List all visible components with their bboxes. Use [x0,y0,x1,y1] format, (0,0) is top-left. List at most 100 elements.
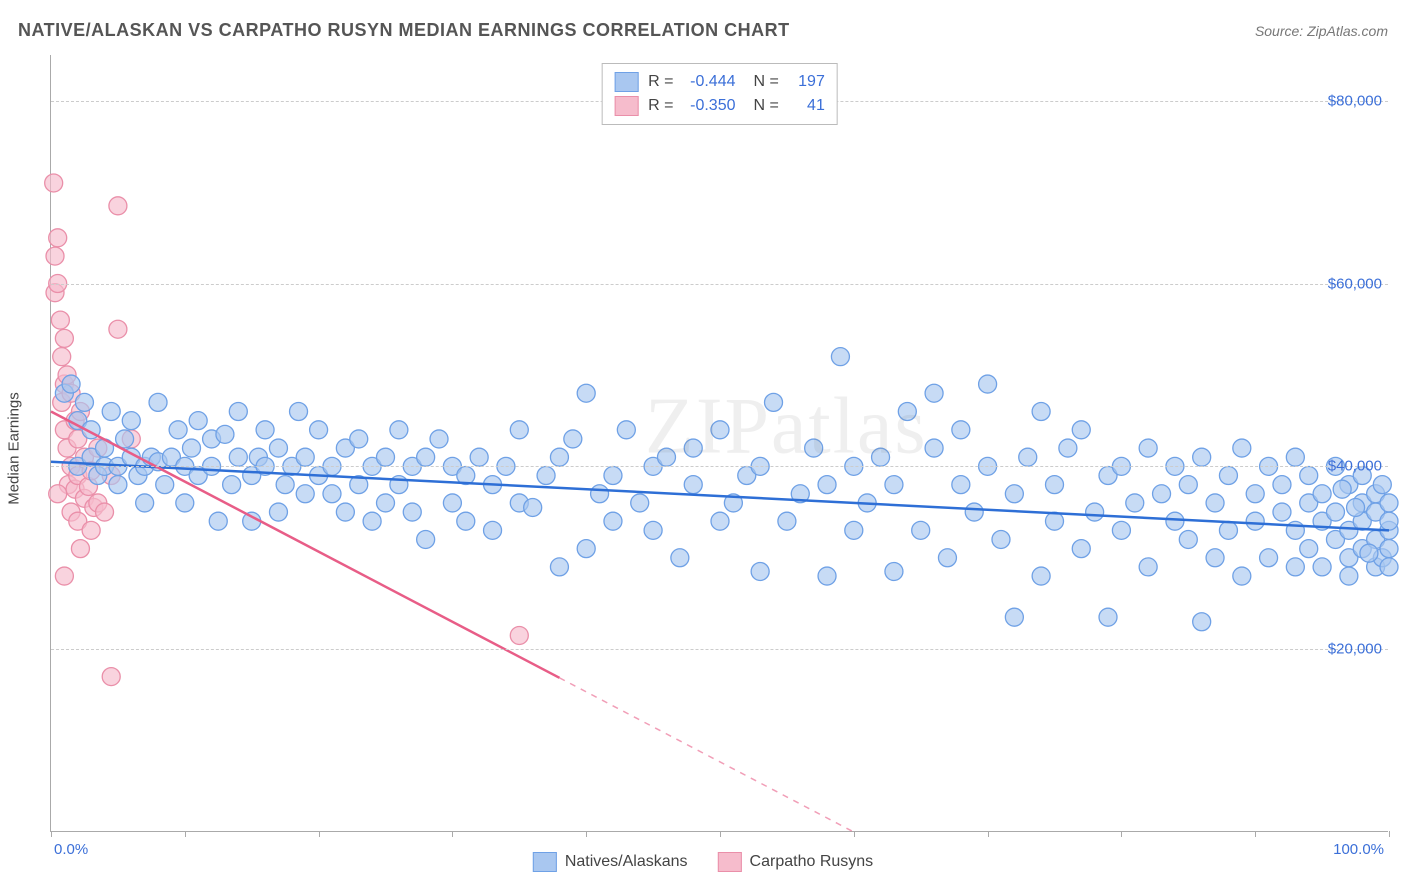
data-point-natives [1333,480,1351,498]
data-point-carpatho [49,229,67,247]
data-point-natives [350,430,368,448]
data-point-natives [1313,558,1331,576]
data-point-natives [256,421,274,439]
x-tick [586,831,587,837]
data-point-carpatho [53,348,71,366]
gridline [51,649,1388,650]
data-point-natives [269,439,287,457]
data-point-natives [1380,494,1398,512]
data-point-natives [1260,549,1278,567]
data-point-natives [564,430,582,448]
data-point-natives [631,494,649,512]
data-point-natives [1233,439,1251,457]
data-point-natives [229,448,247,466]
data-point-natives [176,494,194,512]
legend-item-carpatho: Carpatho Rusyns [718,852,874,872]
data-point-natives [751,562,769,580]
data-point-natives [684,476,702,494]
chart-header: NATIVE/ALASKAN VS CARPATHO RUSYN MEDIAN … [18,20,1388,41]
legend-label-carpatho: Carpatho Rusyns [750,853,874,871]
data-layer [51,55,1388,831]
data-point-natives [1005,608,1023,626]
data-point-natives [75,393,93,411]
swatch-carpatho [614,96,638,116]
data-point-natives [169,421,187,439]
data-point-natives [430,430,448,448]
data-point-natives [671,549,689,567]
data-point-natives [182,439,200,457]
data-point-carpatho [102,668,120,686]
data-point-natives [1112,521,1130,539]
data-point-natives [1313,485,1331,503]
data-point-carpatho [46,247,64,265]
data-point-carpatho [51,311,69,329]
data-point-natives [872,448,890,466]
data-point-carpatho [109,197,127,215]
data-point-natives [102,403,120,421]
data-point-natives [229,403,247,421]
data-point-natives [390,421,408,439]
data-point-natives [417,530,435,548]
data-point-natives [216,425,234,443]
data-point-natives [189,412,207,430]
data-point-carpatho [55,567,73,585]
data-point-natives [1380,512,1398,530]
data-point-natives [443,494,461,512]
data-point-natives [1046,512,1064,530]
data-point-natives [296,485,314,503]
data-point-natives [1347,498,1365,516]
data-point-natives [550,558,568,576]
correlation-legend: R = -0.444 N = 197 R = -0.350 N = 41 [601,63,838,125]
data-point-natives [1086,503,1104,521]
data-point-carpatho [82,521,100,539]
data-point-natives [1193,448,1211,466]
data-point-natives [885,562,903,580]
data-point-natives [1193,613,1211,631]
data-point-natives [336,503,354,521]
x-tick [452,831,453,837]
data-point-natives [1300,466,1318,484]
data-point-natives [1206,494,1224,512]
data-point-natives [1153,485,1171,503]
data-point-natives [1326,503,1344,521]
data-point-natives [1246,485,1264,503]
y-tick-label: $60,000 [1328,275,1382,292]
data-point-natives [1139,558,1157,576]
data-point-natives [591,485,609,503]
data-point-natives [1059,439,1077,457]
data-point-natives [1340,567,1358,585]
data-point-natives [1373,476,1391,494]
data-point-natives [925,439,943,457]
data-point-natives [323,485,341,503]
data-point-natives [470,448,488,466]
data-point-natives [1032,567,1050,585]
x-tick [988,831,989,837]
data-point-natives [1219,466,1237,484]
data-point-natives [363,512,381,530]
data-point-natives [1300,540,1318,558]
data-point-natives [1099,608,1117,626]
data-point-natives [377,448,395,466]
data-point-natives [805,439,823,457]
source-attribution: Source: ZipAtlas.com [1255,23,1388,39]
data-point-natives [1273,476,1291,494]
data-point-natives [952,421,970,439]
data-point-natives [657,448,675,466]
gridline [51,466,1388,467]
data-point-natives [711,421,729,439]
data-point-natives [1360,544,1378,562]
data-point-natives [577,384,595,402]
legend-label-natives: Natives/Alaskans [565,853,688,871]
data-point-natives [1233,567,1251,585]
plot-area: ZIPatlas R = -0.444 N = 197 R = -0.350 N… [50,55,1388,832]
data-point-natives [778,512,796,530]
data-point-natives [925,384,943,402]
data-point-natives [136,494,154,512]
legend-row-natives: R = -0.444 N = 197 [614,70,825,94]
data-point-natives [965,503,983,521]
data-point-natives [550,448,568,466]
swatch-carpatho-bottom [718,852,742,872]
data-point-natives [377,494,395,512]
data-point-carpatho [510,626,528,644]
data-point-natives [604,512,622,530]
